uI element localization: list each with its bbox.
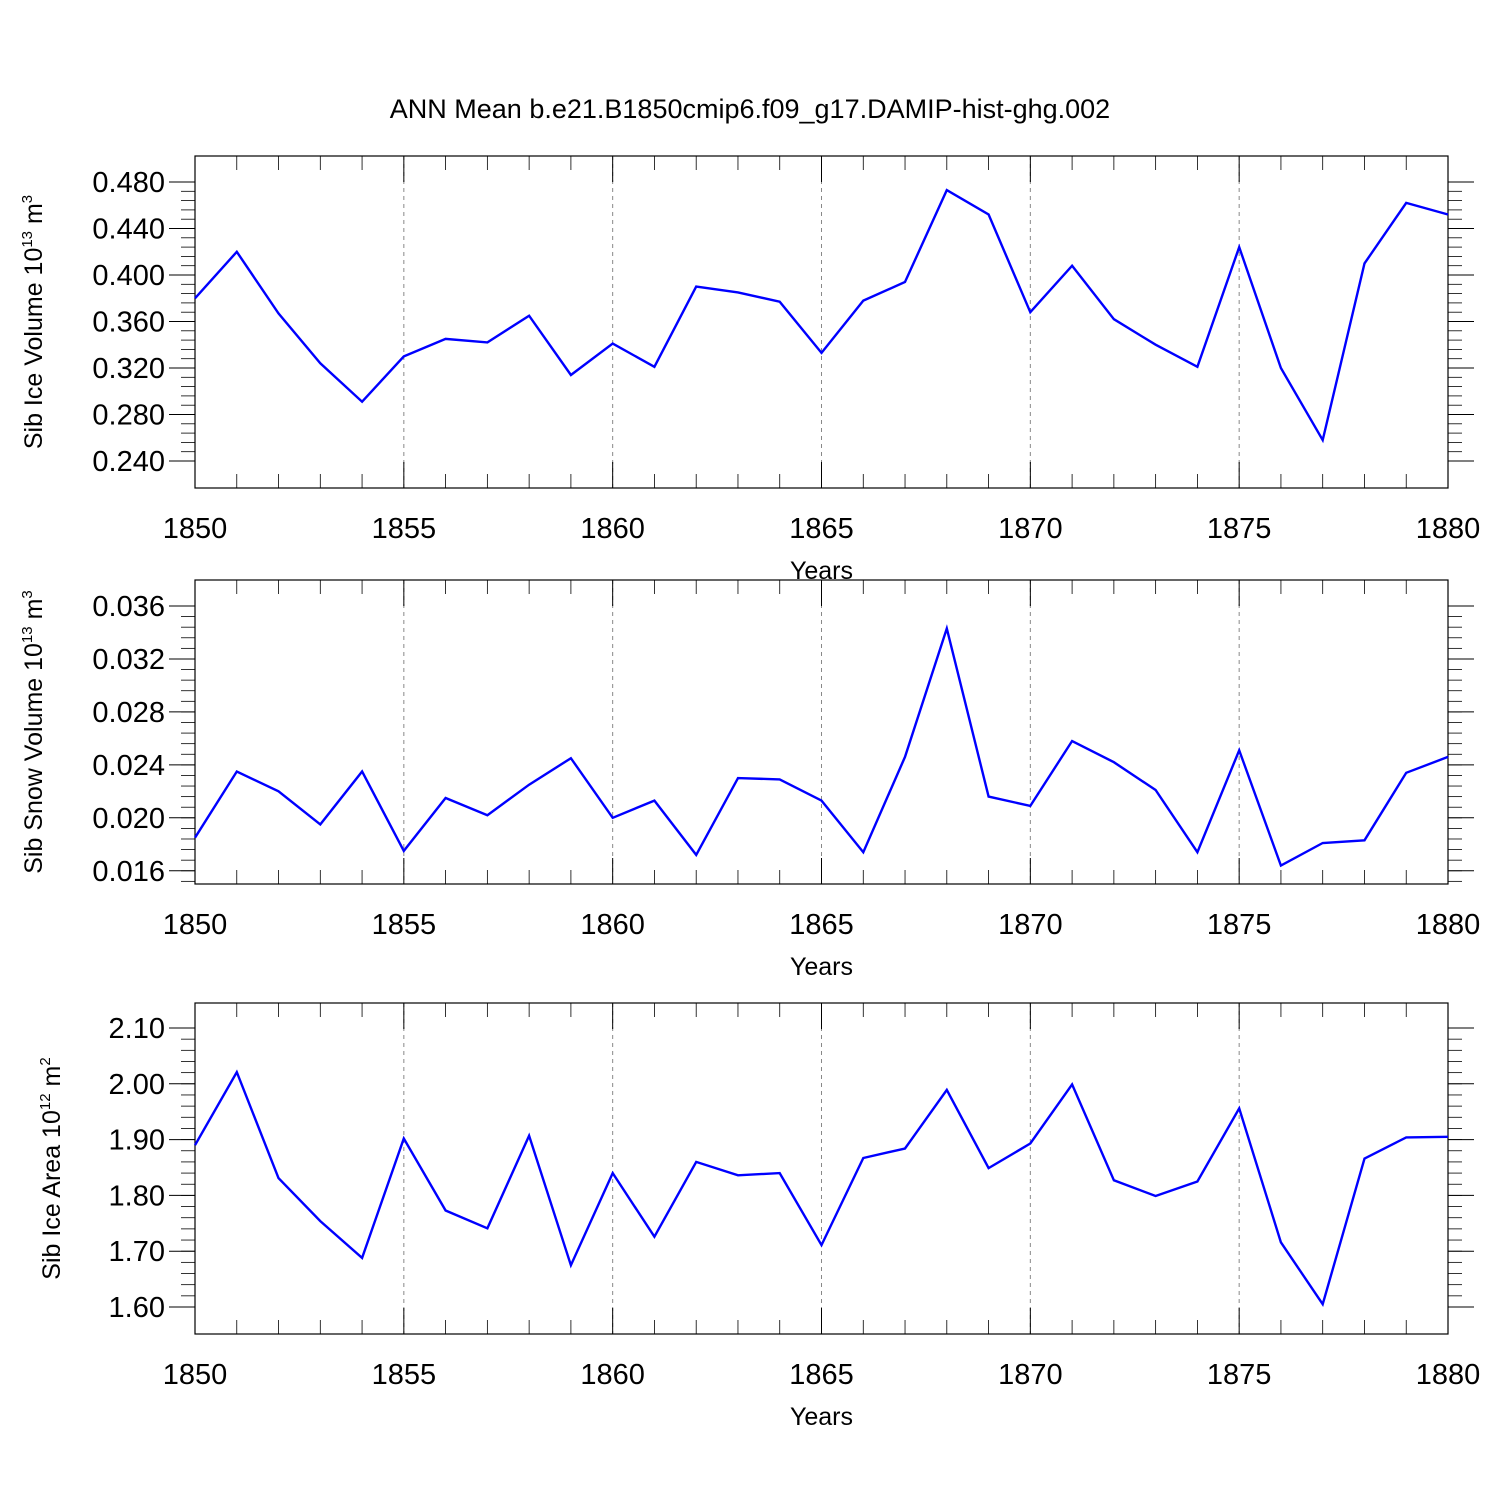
x-tick-label: 1880 — [1416, 909, 1481, 941]
y-tick-label: 1.90 — [109, 1125, 165, 1157]
x-axis-label: Years — [790, 953, 853, 981]
y-axis-label-unit-exp: 2 — [37, 1057, 54, 1065]
y-tick-label: 1.60 — [109, 1292, 165, 1324]
chart-title: ANN Mean b.e21.B1850cmip6.f09_g17.DAMIP-… — [390, 94, 1110, 124]
panel-snow-volume: 1850 1855 1860 1865 1870 1875 1880 Years 0.016 0.… — [19, 579, 1481, 981]
x-tick-label: 1880 — [1416, 513, 1481, 545]
y-axis-label: Sib Snow Volume 1013 m3 — [19, 590, 48, 874]
x-tick-label: 1865 — [789, 909, 854, 941]
y-axis-label-unit: m — [38, 1066, 66, 1094]
x-tick-label: 1865 — [789, 513, 854, 545]
series-line-ice-area — [193, 1069, 1449, 1308]
y-axis-label-unit-exp: 3 — [19, 590, 36, 598]
x-tick-label: 1855 — [372, 513, 437, 545]
y-tick-label: 0.016 — [92, 856, 165, 888]
y-tick-label: 0.240 — [92, 446, 165, 478]
y-tick-label: 1.80 — [109, 1180, 165, 1212]
y-tick-label: 0.020 — [92, 803, 165, 835]
y-axis-label-unit-exp: 3 — [19, 195, 36, 203]
y-tick-label: 0.032 — [92, 644, 165, 676]
y-axis-label-unit: m — [20, 203, 48, 231]
series-line-snow-volume — [193, 624, 1449, 868]
x-tick-label: 1875 — [1207, 909, 1272, 941]
x-tick-label: 1875 — [1207, 513, 1272, 545]
y-tick-label: 0.028 — [92, 697, 165, 729]
y-axis-label-exp: 13 — [19, 231, 36, 248]
y-axis-label-text: Sib Snow Volume 10 — [20, 643, 48, 874]
x-tick-label: 1850 — [163, 909, 228, 941]
y-tick-label: 0.400 — [92, 260, 165, 292]
x-tick-label: 1860 — [580, 513, 645, 545]
x-tick-label: 1870 — [998, 909, 1063, 941]
y-tick-label: 0.280 — [92, 400, 165, 432]
y-tick-label: 0.024 — [92, 750, 165, 782]
x-tick-label: 1875 — [1207, 1359, 1272, 1391]
x-tick-label: 1860 — [580, 1359, 645, 1391]
x-tick-label: 1880 — [1416, 1359, 1481, 1391]
x-tick-label: 1860 — [580, 909, 645, 941]
x-tick-label: 1865 — [789, 1359, 854, 1391]
y-tick-label: 0.440 — [92, 214, 165, 246]
y-tick-label: 0.480 — [92, 167, 165, 199]
y-tick-label: 1.70 — [109, 1236, 165, 1268]
x-tick-label: 1855 — [372, 909, 437, 941]
y-tick-label: 0.320 — [92, 353, 165, 385]
y-axis-label-exp: 13 — [19, 626, 36, 643]
y-axis-label-exp: 12 — [37, 1093, 54, 1110]
y-axis-label-text: Sib Ice Volume 10 — [20, 248, 48, 450]
x-tick-label: 1870 — [998, 513, 1063, 545]
panel-ice-volume: 1850 1855 1860 1865 1870 1875 1880Years0.2400.… — [19, 155, 1481, 585]
y-tick-label: 2.00 — [109, 1069, 165, 1101]
y-axis-label-unit: m — [20, 599, 48, 627]
x-tick-label: 1855 — [372, 1359, 437, 1391]
panels: 1850 1855 1860 1865 1870 1875 1880 Years 0.240 0.… — [19, 155, 1481, 1431]
y-tick-label: 0.036 — [92, 591, 165, 623]
y-tick-label: 0.360 — [92, 307, 165, 339]
y-axis-label: Sib Ice Area 1012 m2 — [37, 1057, 66, 1279]
y-tick-label: 2.10 — [109, 1013, 165, 1045]
y-axis-label-text: Sib Ice Area 10 — [38, 1110, 66, 1280]
x-tick-label: 1850 — [163, 1359, 228, 1391]
x-tick-label: 1850 — [163, 513, 228, 545]
series-line-ice-volume — [194, 188, 1449, 444]
panel-ice-area: 1850 1855 1860 1865 1870 1875 1880 Years 1.60 1.7… — [37, 1002, 1481, 1431]
x-tick-label: 1870 — [998, 1359, 1063, 1391]
y-axis-label: Sib Ice Volume 1013 m3 — [19, 195, 48, 449]
x-axis-label: Years — [790, 1403, 853, 1431]
